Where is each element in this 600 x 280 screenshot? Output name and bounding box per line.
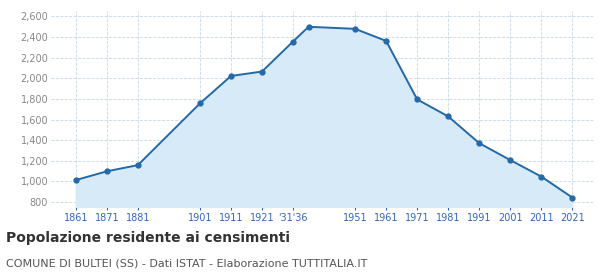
Text: COMUNE DI BULTEI (SS) - Dati ISTAT - Elaborazione TUTTITALIA.IT: COMUNE DI BULTEI (SS) - Dati ISTAT - Ela…: [6, 259, 367, 269]
Text: Popolazione residente ai censimenti: Popolazione residente ai censimenti: [6, 231, 290, 245]
